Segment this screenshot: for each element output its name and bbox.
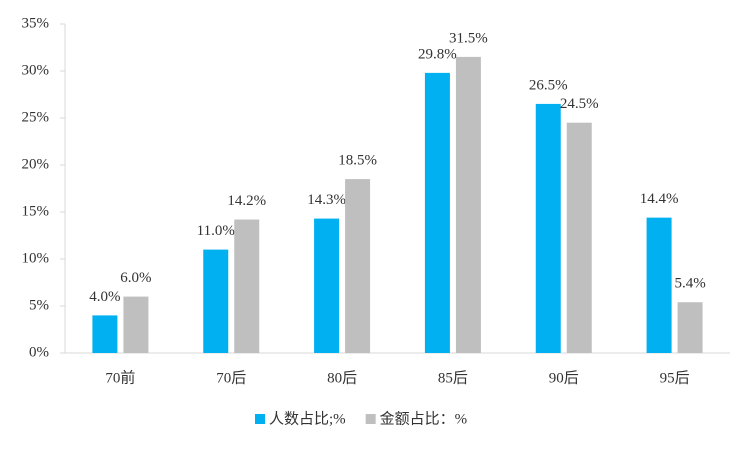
- legend-label: 人数占比;%: [269, 410, 346, 427]
- bar: [314, 218, 340, 353]
- value-label: 24.5%: [560, 96, 599, 112]
- y-tick-label: 0%: [29, 344, 49, 360]
- y-tick-label: 30%: [22, 62, 50, 78]
- value-label: 29.8%: [418, 46, 457, 62]
- bar: [455, 56, 481, 354]
- y-tick-label: 20%: [22, 156, 50, 172]
- y-tick-label: 10%: [22, 250, 50, 266]
- y-tick-label: 5%: [29, 297, 49, 313]
- bar: [566, 122, 592, 353]
- y-tick-label: 35%: [22, 15, 50, 31]
- bar: [123, 296, 149, 353]
- bar: [646, 217, 672, 353]
- value-label: 6.0%: [120, 270, 151, 286]
- bar: [234, 219, 260, 353]
- bar: [424, 72, 450, 353]
- value-label: 26.5%: [529, 77, 568, 93]
- y-tick-label: 25%: [22, 109, 50, 125]
- bar: [203, 249, 229, 353]
- value-label: 31.5%: [449, 30, 488, 46]
- bar: [345, 179, 371, 353]
- legend-swatch: [365, 414, 376, 424]
- value-label: 18.5%: [338, 153, 377, 169]
- x-tick-label: 70后: [216, 369, 246, 386]
- x-tick-label: 95后: [660, 369, 690, 386]
- legend-label: 金额占比：%: [380, 410, 468, 427]
- value-label: 14.3%: [307, 192, 346, 208]
- bar: [677, 302, 703, 353]
- value-label: 4.0%: [89, 289, 120, 305]
- bar: [92, 315, 118, 353]
- x-tick-label: 70前: [105, 369, 135, 386]
- value-label: 14.4%: [640, 191, 679, 207]
- x-tick-label: 85后: [438, 369, 468, 386]
- x-tick-label: 90后: [549, 369, 579, 386]
- legend-swatch: [255, 414, 265, 424]
- value-label: 14.2%: [227, 193, 266, 209]
- y-tick-label: 15%: [22, 203, 50, 219]
- bar: [535, 103, 561, 354]
- value-label: 11.0%: [197, 223, 235, 239]
- x-tick-label: 80后: [327, 369, 357, 386]
- value-label: 5.4%: [674, 276, 705, 292]
